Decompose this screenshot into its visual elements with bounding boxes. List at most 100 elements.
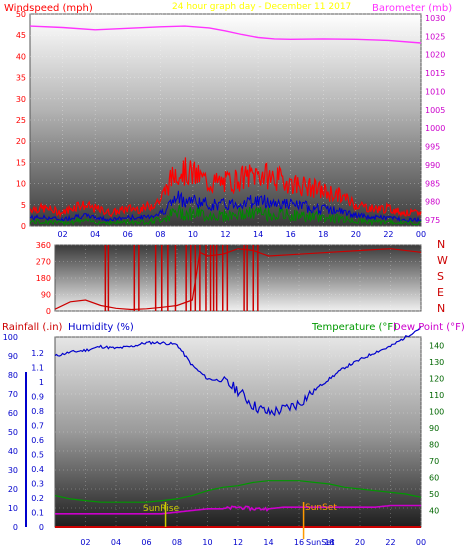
barometer-y-tick: 1015: [425, 69, 445, 78]
direction-y-axis: 0 90 180 270 360: [36, 241, 51, 316]
rainfall-y-tick: 0.6: [31, 436, 44, 445]
x-tick-label: 22: [385, 538, 395, 547]
humidity-y-axis: 0 10 20 30 40 50 60 70 80 90 100: [3, 333, 18, 532]
direction-y-tick: 0: [46, 307, 51, 316]
barometer-y-tick: 980: [425, 198, 440, 207]
x-tick-label: 04: [90, 230, 100, 239]
barometer-y-axis: 975 980 985 990 995 1000 1005 1010 1015 1020 1025 1…: [425, 14, 445, 225]
x-tick-label: 02: [80, 538, 90, 547]
direction-y-tick: 270: [36, 258, 51, 267]
barometer-line: [29, 25, 422, 44]
x-tick-label: 06: [141, 538, 151, 547]
x-tick-label: 10: [188, 230, 198, 239]
x-tick-label: 04: [111, 538, 121, 547]
rainfall-y-tick: 1.1: [31, 364, 44, 373]
rainfall-y-tick: 0.4: [31, 465, 44, 474]
windspeed-axis-title: Windspeed (mph): [4, 3, 93, 14]
rainfall-y-tick: 0.9: [31, 393, 44, 402]
rainfall-y-axis: 0 0.1 0.2 0.3 0.4 0.5 0.6 0.7 0.8 0.9 1 1.1 1.2: [31, 349, 44, 532]
dewpoint-line: [55, 504, 421, 515]
temperature-y-tick: 90: [429, 424, 439, 433]
wind-x-axis: 02 04 06 08 10 12 14 16 18 20 22 00: [57, 230, 426, 239]
temperature-y-tick: 80: [429, 440, 439, 449]
direction-letter: W: [437, 254, 448, 267]
humidity-y-tick: 20: [8, 485, 18, 494]
barometer-y-tick: 990: [425, 161, 440, 170]
sunrise-label: SunRise: [143, 504, 180, 514]
wind-y-tick: 25: [16, 116, 26, 125]
barometer-y-tick: 1030: [425, 14, 445, 23]
wind-y-tick: 35: [16, 74, 26, 83]
temperature-y-tick: 120: [429, 374, 444, 383]
wind-y-tick: 30: [16, 95, 26, 104]
sunset-label: SunSet: [305, 503, 337, 513]
humidity-y-tick: 70: [8, 390, 18, 399]
direction-letter: E: [437, 286, 444, 299]
wind-average-line: [29, 190, 422, 223]
x-tick-label: 02: [57, 230, 67, 239]
wind-y-tick: 50: [16, 10, 26, 19]
direction-series: [54, 245, 422, 311]
temperature-axis-title: Temperature (°F): [311, 322, 397, 333]
rainfall-y-tick: 0.7: [31, 422, 44, 431]
rainfall-y-tick: 0: [39, 523, 44, 532]
x-tick-label: 06: [123, 230, 133, 239]
x-tick-label: 00: [416, 538, 426, 547]
temperature-y-tick: 60: [429, 473, 439, 482]
temperature-y-tick: 140: [429, 341, 444, 350]
barometer-y-tick: 1025: [425, 32, 445, 41]
rainfall-y-tick: 0.2: [31, 494, 44, 503]
temperature-y-tick: 110: [429, 391, 444, 400]
rainfall-axis-title: Rainfall (.in): [2, 322, 63, 333]
wind-y-tick: 20: [16, 137, 26, 146]
x-tick-label: 08: [172, 538, 182, 547]
wind-y-tick: 0: [21, 222, 26, 231]
x-tick-label: 12: [220, 230, 230, 239]
temperature-line: [54, 480, 422, 503]
humidity-series: [25, 326, 422, 539]
x-tick-label: 16: [286, 230, 296, 239]
x-tick-label: 12: [233, 538, 243, 547]
humidity-y-tick: 10: [8, 504, 18, 513]
x-tick-label: 16: [294, 538, 304, 547]
x-tick-label: 14: [263, 538, 273, 547]
temperature-y-tick: 40: [429, 506, 439, 515]
x-tick-label: 22: [383, 230, 393, 239]
barometer-y-tick: 975: [425, 216, 440, 225]
rainfall-y-tick: 0.1: [31, 509, 44, 518]
wind-low-line: [29, 205, 422, 227]
x-tick-label: 18: [324, 538, 334, 547]
direction-line: [54, 248, 422, 311]
wind-y-axis: 0 5 10 15 20 25 30 35 40 45 50: [16, 10, 26, 231]
wind-y-tick: 10: [16, 180, 26, 189]
temperature-y-tick: 50: [429, 490, 439, 499]
direction-letter: N: [437, 302, 445, 315]
x-tick-label: 18: [318, 230, 328, 239]
x-tick-label: 20: [355, 538, 365, 547]
barometer-y-tick: 1010: [425, 87, 445, 96]
x-tick-label: 14: [253, 230, 263, 239]
x-tick-label: 08: [155, 230, 165, 239]
humidity-axis-title: Humidity (%): [68, 322, 134, 333]
x-tick-label: 00: [416, 230, 426, 239]
direction-y-tick: 180: [36, 274, 51, 283]
wind-y-tick: 5: [21, 201, 26, 210]
direction-grid: [55, 244, 422, 312]
direction-letter: S: [437, 270, 444, 283]
graph-title: 24 hour graph day - December 11 2017: [172, 2, 351, 12]
wind-series: [29, 25, 422, 227]
barometer-y-tick: 1005: [425, 106, 445, 115]
temperature-y-axis: 40 50 60 70 80 90 100 110 120 130 140: [429, 341, 444, 515]
barometer-y-tick: 995: [425, 143, 440, 152]
humidity-y-tick: 80: [8, 371, 18, 380]
dewpoint-axis-title: Dew Point (°F): [393, 322, 465, 333]
direction-letter: N: [437, 238, 445, 251]
rainfall-y-tick: 1.2: [31, 349, 44, 358]
humidity-y-tick: 60: [8, 409, 18, 418]
temperature-y-tick: 100: [429, 407, 444, 416]
wind-y-tick: 40: [16, 52, 26, 61]
rainfall-y-tick: 0.3: [31, 480, 44, 489]
humidity-y-tick: 90: [8, 352, 18, 361]
direction-y-tick: 360: [36, 241, 51, 250]
